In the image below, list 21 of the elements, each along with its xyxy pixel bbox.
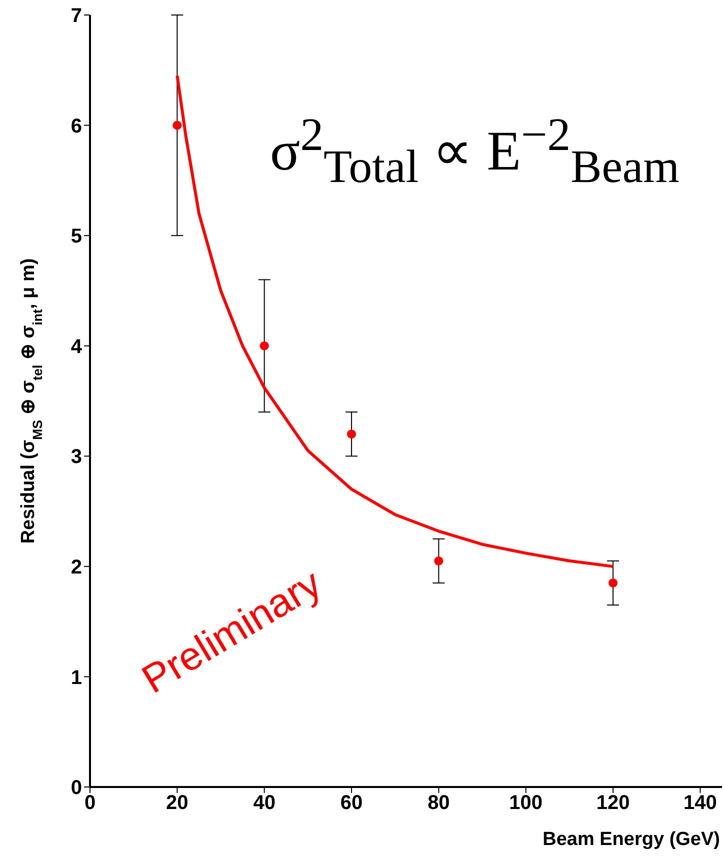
x-axis-title: Beam Energy (GeV) [542, 829, 720, 850]
point [608, 578, 618, 588]
x-tick-label: 120 [596, 792, 630, 814]
point [434, 556, 444, 566]
y-tick-label: 7 [70, 5, 82, 28]
point [260, 341, 269, 350]
y-tick-label: 2 [70, 556, 82, 579]
y-tick-label: 0 [70, 777, 82, 800]
y-tick-label: 1 [70, 666, 82, 689]
x-tick-label: 60 [340, 792, 363, 814]
y-tick-label: 3 [70, 446, 82, 468]
y-tick-label: 4 [70, 336, 83, 358]
point [347, 430, 356, 439]
point [172, 120, 182, 130]
x-tick-label: 40 [253, 792, 276, 814]
y-tick-label: 6 [70, 115, 82, 138]
x-tick-label: 20 [166, 792, 188, 814]
y-tick-label: 5 [70, 226, 82, 248]
x-tick-label: 80 [428, 792, 450, 814]
x-tick-label: 140 [684, 792, 717, 814]
x-tick-label: 100 [509, 792, 543, 814]
